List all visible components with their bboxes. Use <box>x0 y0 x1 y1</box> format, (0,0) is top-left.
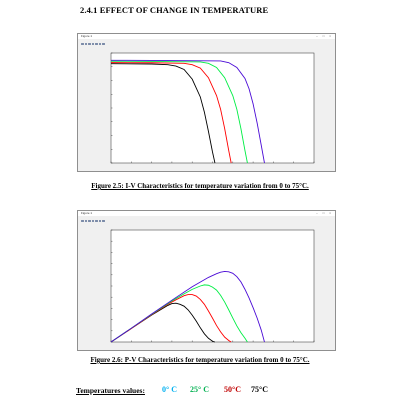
temp-0c: 0° C <box>162 385 177 394</box>
series-line-3 <box>110 59 265 164</box>
temp-75c: 75°C <box>251 385 268 394</box>
temperature-legend-label: Temperatures values: <box>76 386 145 395</box>
series-line-3 <box>110 270 265 343</box>
series-line-1 <box>110 294 232 343</box>
print-icon[interactable] <box>91 42 94 46</box>
series-line-1 <box>110 62 232 164</box>
new-figure-icon[interactable] <box>81 219 84 223</box>
toolbar[interactable] <box>78 42 335 46</box>
save-icon[interactable] <box>88 42 91 46</box>
figure-caption-pv: Figure 2.6: P-V Characteristics for temp… <box>90 356 310 364</box>
menubar[interactable]: File Edit View Insert Tools Desktop Wind… <box>78 39 335 53</box>
window-titlebar[interactable]: Figure 1 – □ × <box>78 34 335 39</box>
window-title: Figure 1 <box>81 211 93 215</box>
new-figure-icon[interactable] <box>81 42 84 46</box>
zoom-in-icon[interactable] <box>95 42 98 46</box>
toolbar[interactable] <box>78 219 335 223</box>
print-icon[interactable] <box>91 219 94 223</box>
section-heading: 2.4.1 EFFECT OF CHANGE IN TEMPERATURE <box>80 5 269 15</box>
series-line-2 <box>110 284 248 343</box>
zoom-out-icon[interactable] <box>98 219 101 223</box>
zoom-out-icon[interactable] <box>98 42 101 46</box>
pv-chart <box>110 229 315 343</box>
pan-icon[interactable] <box>102 42 105 46</box>
window-controls[interactable]: – □ × <box>316 34 333 38</box>
temp-50c: 50°C <box>224 385 241 394</box>
window-controls[interactable]: – □ × <box>316 211 333 215</box>
menubar[interactable]: File Edit View Insert Tools Desktop Wind… <box>78 216 335 230</box>
temp-25c: 25° C <box>190 385 209 394</box>
open-file-icon[interactable] <box>84 42 87 46</box>
iv-chart <box>110 52 315 164</box>
window-titlebar[interactable]: Figure 1 – □ × <box>78 211 335 216</box>
axes-box <box>110 52 315 164</box>
figure-window-iv[interactable]: Figure 1 – □ × File Edit View Insert Too… <box>77 33 336 172</box>
series-line-0 <box>110 302 216 343</box>
window-title: Figure 1 <box>81 34 93 38</box>
plot-area <box>78 223 335 350</box>
zoom-in-icon[interactable] <box>95 219 98 223</box>
figure-window-pv[interactable]: Figure 1 – □ × File Edit View Insert Too… <box>77 210 336 351</box>
save-icon[interactable] <box>88 219 91 223</box>
pan-icon[interactable] <box>102 219 105 223</box>
plot-area <box>78 46 335 171</box>
series-line-0 <box>110 63 216 164</box>
axes-box <box>110 229 315 343</box>
temperature-legend: Temperatures values: 0° C 25° C 50°C 75°… <box>76 385 376 398</box>
figure-caption-iv: Figure 2.5: I-V Characteristics for temp… <box>91 182 309 190</box>
open-file-icon[interactable] <box>84 219 87 223</box>
series-line-2 <box>110 60 248 164</box>
